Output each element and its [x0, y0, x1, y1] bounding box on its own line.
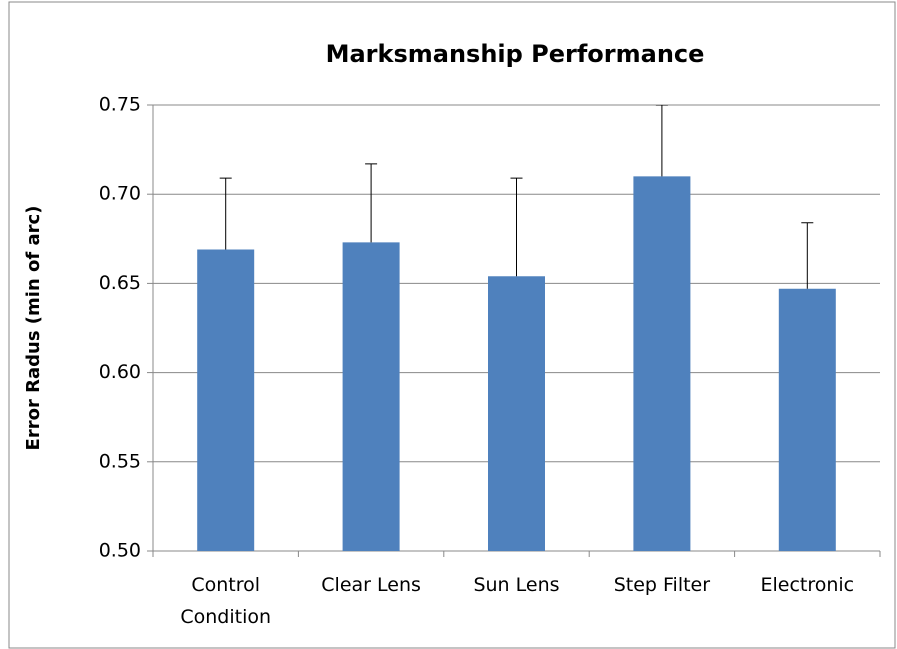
error-bar — [801, 222, 814, 289]
y-tick-label: 0.55 — [99, 450, 141, 472]
x-tick-label: Step Filter — [613, 574, 711, 596]
y-axis-label: Error Radus (min of arc) — [23, 206, 44, 451]
y-tick-label: 0.50 — [99, 540, 141, 562]
x-tick-label: Control Condition — [180, 574, 272, 628]
bar — [778, 288, 836, 551]
chart-frame — [8, 1, 896, 649]
x-tick-label: Sun Lens — [473, 574, 560, 596]
error-bar — [219, 177, 232, 250]
y-tick-label: 0.60 — [99, 361, 141, 383]
plot-area — [197, 105, 836, 552]
error-bar — [365, 163, 378, 243]
bar — [197, 249, 255, 551]
chart-title: Marksmanship Performance — [326, 40, 705, 68]
x-tick-label: Electronic — [760, 574, 855, 596]
bar — [488, 276, 545, 551]
bar — [342, 242, 400, 552]
x-tick-label: Clear Lens — [321, 574, 421, 596]
y-tick-label: 0.70 — [99, 183, 141, 205]
y-tick-label: 0.75 — [99, 94, 141, 116]
bar — [633, 176, 691, 552]
y-tick-label: 0.65 — [99, 272, 141, 294]
error-bar — [510, 177, 523, 277]
error-bar — [655, 105, 668, 177]
